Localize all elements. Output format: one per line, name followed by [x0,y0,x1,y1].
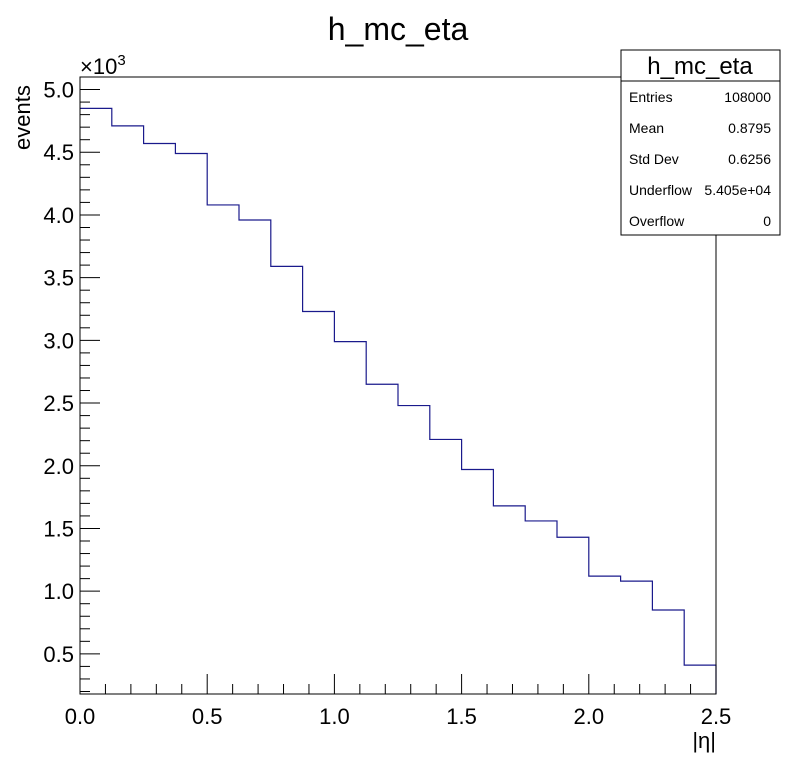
y-multiplier-label: ×103 [80,52,126,79]
y-tick-label: 5.0 [43,78,74,103]
y-tick-label: 1.5 [43,516,74,541]
stats-value-std-dev: 0.6256 [728,151,771,167]
stats-value-underflow: 5.405e+04 [704,182,771,198]
y-axis-label: events [10,85,35,150]
y-multiplier-base: ×10 [80,54,117,79]
stats-label-entries: Entries [629,89,673,105]
stats-label-overflow: Overflow [629,213,685,229]
y-tick-label: 3.0 [43,328,74,353]
stats-label-underflow: Underflow [629,182,693,198]
y-tick-label: 2.5 [43,391,74,416]
stats-value-mean: 0.8795 [728,120,771,136]
x-axis-label: |η| [692,728,716,753]
axis-ticks [79,76,717,694]
x-tick-label: 1.5 [446,704,477,729]
stats-label-std-dev: Std Dev [629,151,679,167]
stats-label-mean: Mean [629,120,664,136]
chart-title: h_mc_eta [328,11,469,47]
stats-box-title: h_mc_eta [647,53,753,80]
x-tick-label: 2.5 [701,704,732,729]
y-tick-label: 2.0 [43,454,74,479]
stats-value-overflow: 0 [763,213,771,229]
x-tick-label: 1.0 [319,704,350,729]
y-tick-label: 0.5 [43,642,74,667]
y-tick-label: 4.5 [43,140,74,165]
histogram-bins [80,107,717,694]
y-multiplier-exponent: 3 [117,52,125,69]
stats-value-entries: 108000 [724,89,771,105]
x-tick-label: 0.5 [192,704,223,729]
y-tick-label: 4.0 [43,203,74,228]
stats-box: h_mc_eta Entries 108000 Mean 0.8795 Std … [620,49,781,236]
y-tick-label: 1.0 [43,579,74,604]
y-tick-label: 3.5 [43,266,74,291]
histogram-line [80,107,717,694]
x-tick-label: 2.0 [574,704,605,729]
tick-labels: 0.0 0.5 1.0 1.5 2.0 2.5 0.5 1.0 1.5 2.0 2.5 3.0 3.5 4… [43,78,731,729]
x-tick-label: 0.0 [65,704,96,729]
plot-frame [79,76,717,695]
